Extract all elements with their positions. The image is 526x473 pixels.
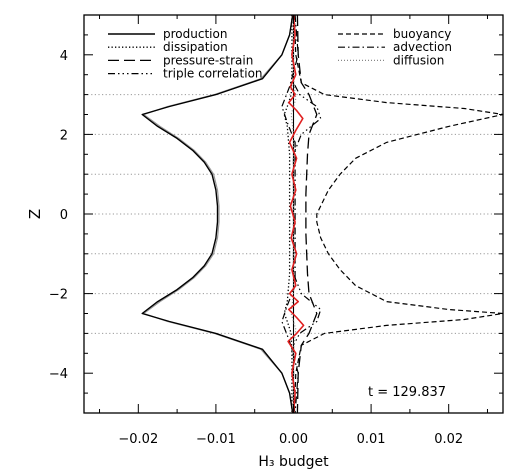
x-tick-label: 0.00 [279,432,308,447]
legend-label-dissipation: dissipation [163,40,228,54]
y-tick-label: −2 [49,288,68,303]
x-tick-label: 0.01 [357,432,386,447]
series-line-solid-red [287,14,305,414]
series-line-buoyancy [293,14,504,414]
legend-label-diffusion: diffusion [393,53,444,67]
x-tick-label: 0.02 [434,432,463,447]
axis-ticks [84,14,503,414]
x-axis-label: H₃ budget [258,454,329,470]
series-line-dissipation [283,15,293,413]
legend-label-pressure-strain: pressure-strain [163,53,253,67]
y-tick-label: −4 [49,367,68,382]
legend-label-advection: advection [393,40,452,54]
series-line-pressure-strain [296,14,318,414]
series-line-advection [281,14,299,414]
legend-label-triple-correlation: triple correlation [163,67,263,81]
y-tick-label: 4 [60,49,68,64]
y-tick-label: 0 [60,208,68,223]
x-tick-label: −0.02 [118,432,158,447]
legend-label-production: production [163,27,227,41]
x-tick-label: −0.01 [196,432,236,447]
series-line-triple-correlation [292,15,322,413]
y-axis-label: Z [26,209,44,219]
y-tick-label: 2 [60,128,68,143]
series-layer [141,14,504,414]
time-annotation: t = 129.837 [368,385,446,400]
axis-tick-labels: −0.02 −0.01 0.00 0.01 0.02 −4 −2 0 2 4 [49,49,463,447]
series-line-production [141,14,294,414]
legend-label-buoyancy: buoyancy [393,27,451,41]
legend: productiondissipationpressure-straintrip… [108,27,452,81]
